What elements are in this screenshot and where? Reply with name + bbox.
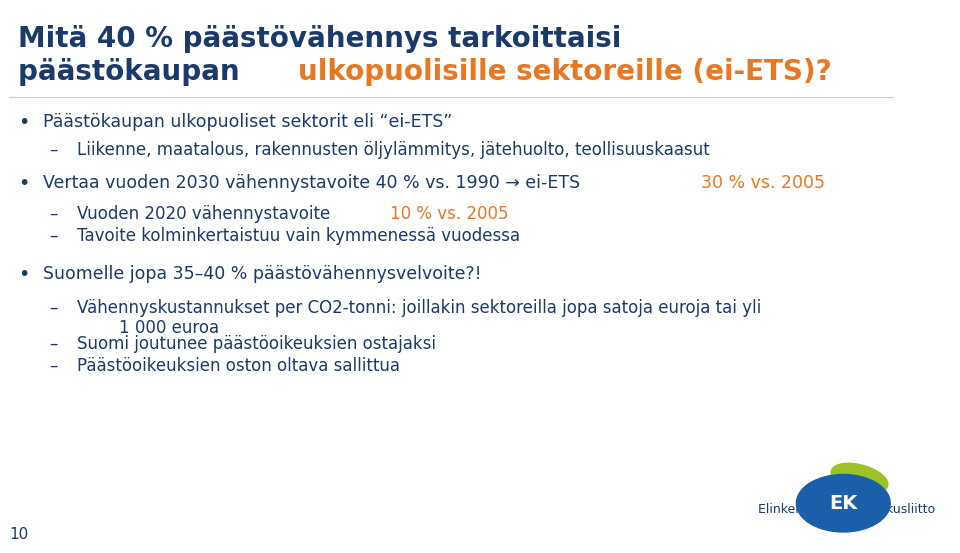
Text: Vähennyskustannukset per CO2-tonni: joillakin sektoreilla jopa satoja euroja tai: Vähennyskustannukset per CO2-tonni: joil… bbox=[77, 299, 761, 337]
Text: Mitä 40 % päästövähennys tarkoittaisi: Mitä 40 % päästövähennys tarkoittaisi bbox=[18, 25, 621, 53]
Text: päästökaupan: päästökaupan bbox=[18, 58, 250, 86]
Text: –: – bbox=[50, 141, 58, 159]
Text: Tavoite kolminkertaistuu vain kymmenessä vuodessa: Tavoite kolminkertaistuu vain kymmenessä… bbox=[77, 227, 519, 245]
Text: Suomelle jopa 35–40 % päästövähennysvelvoite?!: Suomelle jopa 35–40 % päästövähennysvelv… bbox=[43, 265, 482, 284]
Text: Vuoden 2020 vähennystavoite: Vuoden 2020 vähennystavoite bbox=[77, 205, 335, 223]
Text: –: – bbox=[50, 227, 58, 245]
Text: 10 % vs. 2005: 10 % vs. 2005 bbox=[390, 205, 509, 223]
Circle shape bbox=[797, 474, 890, 532]
Text: •: • bbox=[18, 265, 30, 284]
Text: Suomi joutunee päästöoikeuksien ostajaksi: Suomi joutunee päästöoikeuksien ostajaks… bbox=[77, 335, 436, 353]
Text: ulkopuolisille sektoreille (ei-ETS)?: ulkopuolisille sektoreille (ei-ETS)? bbox=[299, 58, 832, 86]
Text: Vertaa vuoden 2030 vähennystavoite 40 % vs. 1990 → ei-ETS: Vertaa vuoden 2030 vähennystavoite 40 % … bbox=[43, 174, 586, 192]
Text: •: • bbox=[18, 113, 30, 132]
Text: –: – bbox=[50, 299, 58, 317]
Text: Liikenne, maatalous, rakennusten öljylämmitys, jätehuolto, teollisuuskaasut: Liikenne, maatalous, rakennusten öljyläm… bbox=[77, 141, 709, 159]
Text: Päästöoikeuksien oston oltava sallittua: Päästöoikeuksien oston oltava sallittua bbox=[77, 357, 399, 375]
Text: •: • bbox=[18, 174, 30, 193]
Text: –: – bbox=[50, 205, 58, 223]
Text: 10: 10 bbox=[9, 527, 28, 542]
Text: EK: EK bbox=[829, 494, 857, 513]
Text: Päästökaupan ulkopuoliset sektorit eli “ei-ETS”: Päästökaupan ulkopuoliset sektorit eli “… bbox=[43, 113, 453, 132]
Ellipse shape bbox=[831, 463, 888, 493]
Text: Elinkeinoelämän keskusliitto: Elinkeinoelämän keskusliitto bbox=[757, 503, 935, 517]
Text: 30 % vs. 2005: 30 % vs. 2005 bbox=[701, 174, 825, 192]
Text: –: – bbox=[50, 335, 58, 353]
Text: –: – bbox=[50, 357, 58, 375]
